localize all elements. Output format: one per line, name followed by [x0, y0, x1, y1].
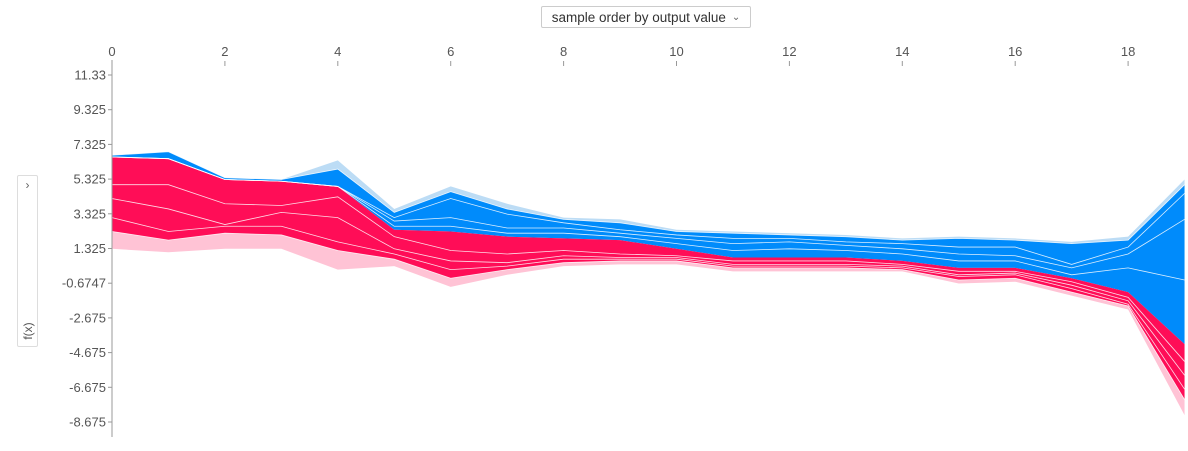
y-tick-label: -8.675 — [69, 415, 106, 430]
y-tick-label: 1.325 — [73, 241, 106, 256]
y-tick-label: -2.675 — [69, 310, 106, 325]
x-tick: 18 — [1121, 44, 1135, 66]
y-tick-label: -6.675 — [69, 380, 106, 395]
y-tick-label: 11.33 — [74, 68, 106, 83]
sample-order-select-label: sample order by output value — [551, 9, 726, 25]
y-tick: -2.675 — [69, 310, 112, 325]
x-tick-label: 8 — [560, 44, 567, 59]
y-tick-label: -4.675 — [69, 345, 106, 360]
y-tick-label: -0.6747 — [62, 276, 106, 291]
positive-feature-line-1 — [111, 198, 1185, 376]
x-tick-label: 6 — [447, 44, 454, 59]
y-tick: 9.325 — [73, 102, 112, 117]
y-tick-label: 9.325 — [73, 102, 106, 117]
y-tick: 1.325 — [73, 241, 112, 256]
y-tick: -0.6747 — [62, 276, 112, 291]
x-tick: 2 — [221, 44, 229, 66]
y-tick: -6.675 — [69, 380, 112, 395]
y-axis-label-select[interactable]: › f(x) — [17, 175, 38, 347]
x-tick: 8 — [560, 44, 567, 66]
y-tick: 5.325 — [73, 172, 112, 187]
y-tick: 11.33 — [74, 68, 112, 83]
chart-areas — [112, 151, 1185, 416]
x-tick: 10 — [669, 44, 684, 66]
x-tick: 16 — [1008, 44, 1022, 66]
negative-fringe-area — [112, 151, 1185, 244]
negative-feature-line-3 — [111, 156, 1185, 281]
chart-inner-lines — [111, 151, 1185, 400]
positive-feature-line-2 — [111, 217, 1185, 390]
positive-feature-line-0 — [112, 184, 1185, 362]
positive-feature-line-3 — [111, 231, 1185, 400]
y-tick-label: 7.325 — [73, 137, 106, 152]
y-tick: -4.675 — [69, 345, 112, 360]
x-tick-label: 12 — [782, 44, 796, 59]
x-tick-label: 2 — [221, 44, 228, 59]
x-tick-label: 10 — [669, 44, 683, 59]
negative-feature-line-0 — [111, 151, 1185, 245]
chevron-down-icon: ⌄ — [731, 11, 741, 23]
y-tick: -8.675 — [69, 415, 112, 430]
x-tick-label: 14 — [895, 44, 909, 59]
chevron-right-icon[interactable]: › — [25, 178, 30, 192]
y-tick-label: 5.325 — [73, 172, 106, 187]
sample-order-select[interactable]: sample order by output value ⌄ — [541, 6, 751, 28]
x-tick-label: 0 — [108, 44, 115, 59]
x-tick-label: 18 — [1121, 44, 1135, 59]
x-tick-label: 4 — [334, 44, 341, 59]
y-tick: 3.325 — [73, 206, 112, 221]
y-axis: 11.33 9.325 7.325 5.325 3.325 1.325 -0.6747 -2.… — [62, 60, 113, 437]
x-tick: 4 — [334, 44, 341, 66]
x-tick: 12 — [782, 44, 797, 66]
x-tick-label: 16 — [1008, 44, 1022, 59]
y-tick: 7.325 — [73, 137, 112, 152]
x-tick: 6 — [447, 44, 454, 66]
positive-effect-area — [112, 156, 1185, 400]
x-axis: 0 2 4 6 8 10 12 14 16 18 — [108, 44, 1135, 66]
y-tick-label: 3.325 — [73, 206, 106, 221]
x-tick: 14 — [895, 44, 910, 66]
negative-effect-area — [112, 151, 1185, 345]
